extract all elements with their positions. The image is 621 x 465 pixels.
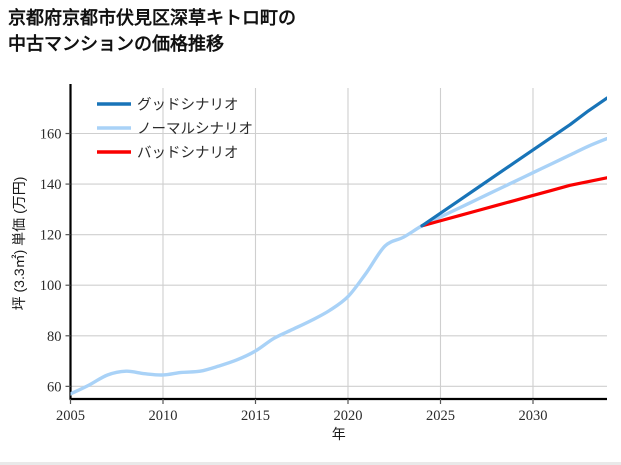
x-tick-label: 2020 [334, 408, 363, 424]
y-tick-label: 60 [47, 379, 62, 395]
x-tick-label: 2015 [241, 408, 270, 424]
footer-divider [0, 462, 621, 465]
y-tick-label: 160 [40, 127, 62, 143]
legend-label-2: バッドシナリオ [137, 146, 239, 162]
x-axis-tick-labels: 2005 2010 2015 2020 2025 2030 [56, 408, 548, 424]
legend-label-1: ノーマルシナリオ [137, 122, 253, 138]
y-tick-label: 100 [40, 278, 62, 294]
legend-label-0: グッドシナリオ [137, 97, 239, 114]
x-axis-label: 年 [332, 426, 346, 442]
plot-frame [69, 84, 607, 401]
y-tick-label: 80 [47, 329, 62, 345]
series-line-good [420, 96, 607, 228]
x-tick-label: 2010 [149, 408, 178, 424]
x-tick-label: 2005 [56, 408, 85, 424]
series-line-bad [420, 176, 607, 228]
series-line-normal [70, 136, 607, 396]
y-axis-tick-labels: 60 80 100 120 140 160 [40, 127, 62, 396]
series-lines [70, 96, 607, 396]
y-tick-label: 120 [40, 228, 62, 244]
y-tick-label: 140 [40, 177, 62, 193]
page-title: 京都府京都市伏見区深草キトロ町の 中古マンションの価格推移 [8, 8, 296, 54]
x-tick-label: 2030 [519, 408, 548, 424]
y-tick-marks [65, 132, 71, 387]
y-axis-label: 坪 (3.3㎡) 単価 (万円) [11, 177, 27, 311]
x-tick-label: 2025 [426, 408, 455, 424]
x-tick-marks [69, 399, 534, 404]
